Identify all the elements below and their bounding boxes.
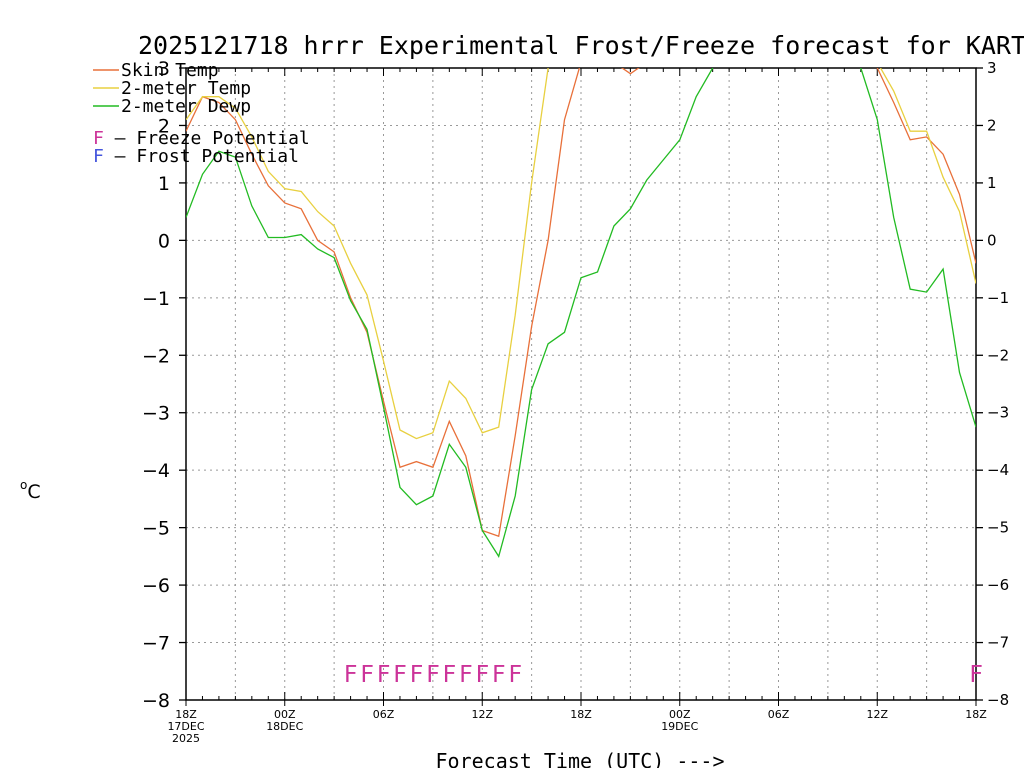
freeze-flag: F [409,662,423,688]
freeze-flag: F [492,662,506,688]
y-tick-label: −6 [142,575,170,597]
legend-freeze-letter: F [93,128,104,149]
legend-frost-letter: F [93,146,104,167]
x-tick-label: 06Z [768,708,790,721]
x-tick-label: 06Z [373,708,395,721]
y-tick-label: 3 [158,58,170,80]
y-tick-label-right: −8 [987,691,1009,709]
y-axis-unit: oC [20,478,41,503]
y-tick-label: −1 [142,288,170,310]
x-tick-label: 17DEC [167,720,204,733]
y-tick-label-right: 2 [987,116,997,134]
y-tick-label-right: −7 [987,634,1009,652]
freeze-flag: F [393,662,407,688]
legend: Skin Temp 2-meter Temp 2-meter Dewp F – … [93,60,310,167]
freeze-flag: F [377,662,391,688]
y-axis-unit-degree: o [20,478,27,492]
y-tick-label: 1 [158,173,170,195]
freeze-flag: F [426,662,440,688]
x-tick-label: 00Z [669,708,691,721]
x-tick-label: 18DEC [266,720,303,733]
x-tick-label: 12Z [866,708,888,721]
x-tick-label: 2025 [172,732,200,745]
x-tick-label: 18Z [175,708,197,721]
y-tick-label: 2 [158,115,170,137]
x-axis-label: Forecast Time (UTC) ---> [436,749,725,768]
legend-label-2m-dewp: 2-meter Dewp [121,96,251,117]
y-tick-label: −4 [142,460,170,482]
y-tick-label-right: −2 [987,346,1009,364]
plot-frame [185,67,977,701]
freeze-flag: F [360,662,374,688]
y-tick-label-right: −3 [987,404,1009,422]
y-tick-label-right: −5 [987,519,1009,537]
series-skin-temp [186,68,976,538]
legend-frost-text: – Frost Potential [104,146,299,167]
y-tick-label-right: −4 [987,461,1009,479]
freeze-flag: F [508,662,522,688]
freeze-flag: F [459,662,473,688]
y-tick-label-right: 1 [987,174,997,192]
y-tick-label: −8 [142,690,170,712]
chart-title: 2025121718 hrrr Experimental Frost/Freez… [138,31,1024,60]
x-tick-label: 18Z [570,708,592,721]
freeze-flag: F [344,662,358,688]
y-tick-label-right: −1 [987,289,1009,307]
grid-lines [186,67,976,701]
freeze-flag: F [442,662,456,688]
y-tick-label: −2 [142,345,170,367]
y-tick-label: −7 [142,633,170,655]
x-tick-label: 00Z [274,708,296,721]
legend-freeze-text: – Freeze Potential [104,128,310,149]
y-tick-label: 0 [158,230,170,252]
axis-ticks: 3 3 2 2 1 1 0 0 −1 −1 −2 −2 −3 −3 −4 −4 −5 −5 −6 −6 −7 −7 −8 −8… [142,58,1009,745]
freeze-flag: F [969,662,983,688]
series-2-meter-temp [186,68,976,440]
y-tick-label: −5 [142,518,170,540]
y-tick-label-right: 3 [987,59,997,77]
legend-label-skin-temp: Skin Temp [121,60,219,81]
y-axis-unit-letter: C [27,481,40,503]
x-tick-label: 12Z [471,708,493,721]
legend-label-2m-temp: 2-meter Temp [121,78,251,99]
series-lines [186,68,976,558]
legend-freeze: F – Freeze Potential [93,128,310,149]
y-tick-label-right: 0 [987,231,997,249]
legend-frost: F – Frost Potential [93,146,299,167]
x-tick-label: 19DEC [661,720,698,733]
series-2-meter-dewp [186,68,976,558]
y-tick-label-right: −6 [987,576,1009,594]
x-tick-label: 18Z [965,708,987,721]
y-tick-label: −3 [142,403,170,425]
freeze-flag: F [475,662,489,688]
